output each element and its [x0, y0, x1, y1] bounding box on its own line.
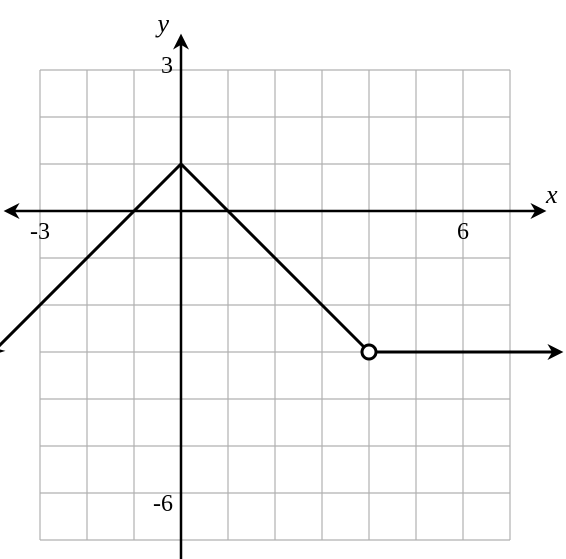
y-tick-label: 3 — [161, 53, 173, 79]
grid — [40, 70, 510, 540]
x-tick-label: -3 — [30, 219, 50, 245]
x-axis-label: x — [545, 180, 558, 209]
piecewise-chart: y x -3 6 3 -6 — [0, 0, 566, 559]
y-axis-label: y — [154, 9, 169, 38]
chart-container: y x -3 6 3 -6 — [0, 0, 566, 559]
x-tick-label: 6 — [457, 219, 469, 245]
open-point — [362, 345, 376, 359]
y-tick-label: -6 — [153, 491, 173, 517]
